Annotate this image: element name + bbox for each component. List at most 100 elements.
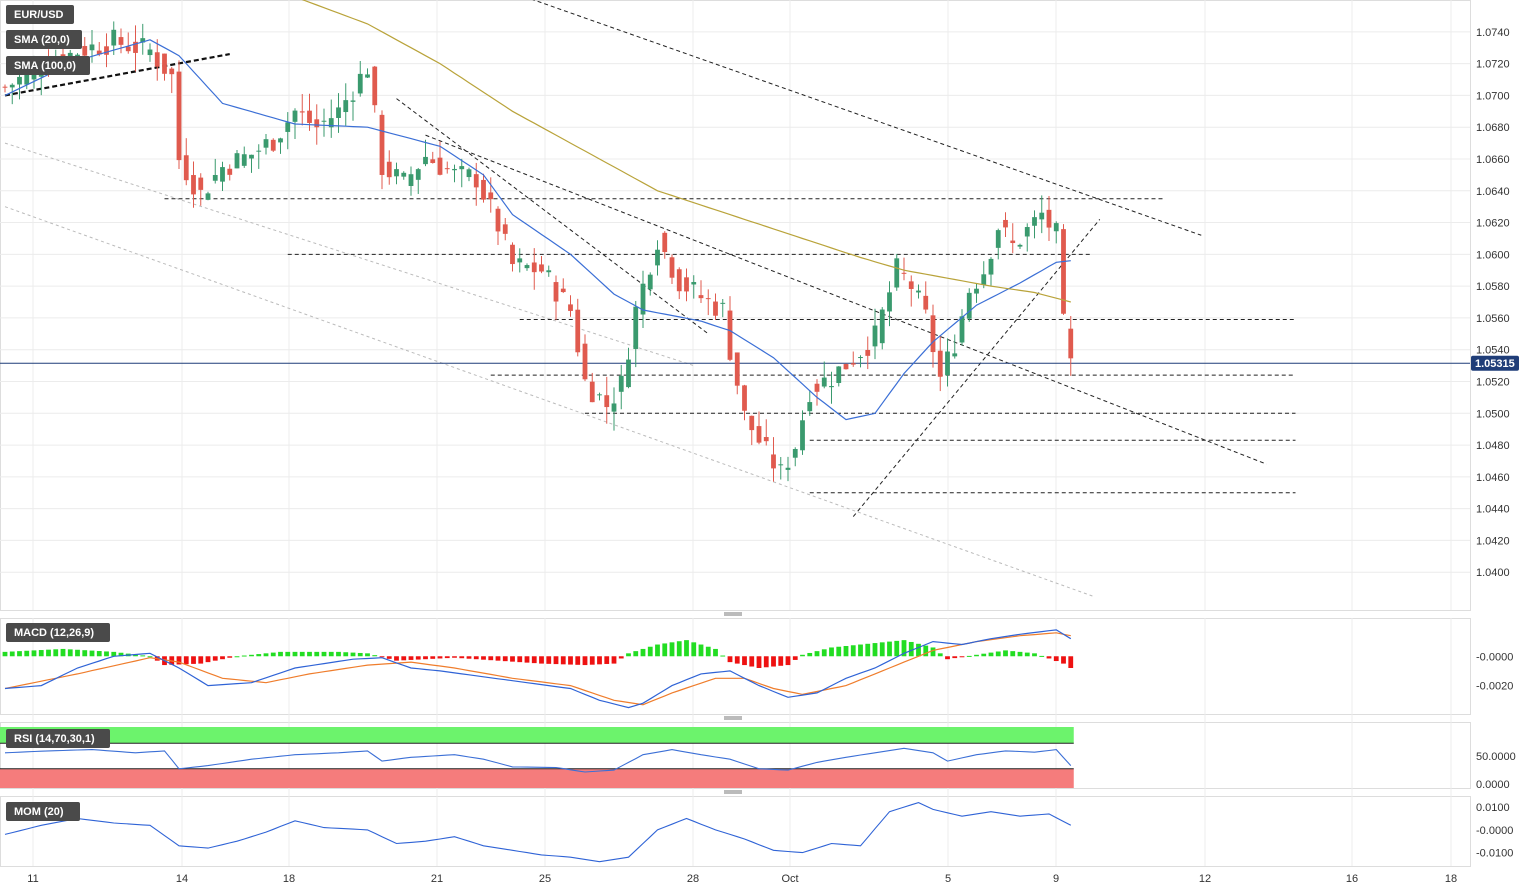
- macd-histogram-bar: [633, 651, 639, 657]
- resize-handle-rsi[interactable]: [724, 716, 742, 720]
- candle-body: [655, 249, 660, 266]
- macd-histogram-bar: [263, 653, 269, 657]
- candle-body: [633, 306, 639, 349]
- resize-handle-mom[interactable]: [724, 790, 742, 794]
- legend-macd[interactable]: MACD (12,26,9): [6, 623, 110, 642]
- candle-body: [821, 377, 827, 387]
- candle-body: [488, 192, 494, 200]
- candle-body: [2, 86, 8, 88]
- legend-sma20[interactable]: SMA (20,0): [6, 30, 82, 49]
- rsi-label: RSI (14,70,30,1): [14, 733, 95, 745]
- macd-histogram-bar: [46, 649, 51, 657]
- macd-histogram-bar: [959, 656, 965, 658]
- candle-body: [894, 258, 900, 288]
- candle-body: [945, 351, 950, 376]
- macd-histogram-bar: [1068, 656, 1074, 668]
- legend-symbol[interactable]: EUR/USD: [6, 5, 74, 24]
- candle-body: [1032, 217, 1037, 226]
- macd-histogram-bar: [212, 656, 218, 661]
- rsi-tick-label: 0.0000: [1476, 779, 1510, 791]
- resize-handle-macd[interactable]: [724, 612, 742, 616]
- macd-histogram-bar: [945, 656, 950, 660]
- candle-body: [713, 301, 718, 316]
- candle-body: [691, 282, 697, 285]
- candle-body: [887, 292, 892, 312]
- macd-histogram-bar: [1039, 655, 1045, 657]
- candle-body: [241, 154, 247, 166]
- candle-body: [111, 29, 117, 46]
- price-tick-label: 1.0720: [1476, 59, 1510, 71]
- macd-histogram-bar: [17, 651, 22, 657]
- macd-histogram-bar: [930, 647, 936, 657]
- price-tick-label: 1.0420: [1476, 535, 1510, 547]
- macd-histogram-bar: [923, 645, 929, 657]
- candle-body: [1053, 223, 1059, 232]
- macd-histogram-bar: [256, 654, 262, 657]
- macd-histogram-bar: [350, 652, 356, 657]
- macd-histogram-bar: [183, 656, 189, 665]
- macd-histogram-bar: [198, 656, 204, 664]
- candle-body: [502, 224, 508, 234]
- macd-histogram-bar: [597, 656, 602, 665]
- candle-body: [575, 309, 581, 353]
- macd-histogram-bar: [1032, 653, 1037, 657]
- candle-body: [517, 258, 523, 263]
- candle-body: [524, 265, 530, 269]
- macd-histogram-bar: [705, 646, 711, 657]
- candle-body: [38, 75, 44, 77]
- macd-histogram-bar: [140, 655, 146, 657]
- macd-histogram-bar: [1053, 656, 1059, 662]
- macd-histogram-bar: [459, 656, 465, 659]
- macd-histogram-bar: [24, 650, 30, 657]
- macd-histogram-bar: [415, 656, 421, 660]
- macd-histogram-bar: [604, 656, 610, 664]
- macd-histogram-bar: [386, 656, 392, 659]
- macd-histogram-bar: [988, 652, 994, 657]
- legend-rsi[interactable]: RSI (14,70,30,1): [6, 729, 110, 748]
- macd-histogram-bar: [336, 651, 341, 657]
- macd-histogram-bar: [1046, 656, 1052, 659]
- macd-histogram-bar: [640, 648, 646, 657]
- candle-body: [96, 50, 102, 55]
- time-tick-label: 12: [1199, 873, 1211, 885]
- macd-histogram-bar: [111, 651, 117, 657]
- macd-histogram-bar: [249, 654, 254, 657]
- macd-histogram-bar: [299, 651, 305, 657]
- sma100-label: SMA (100,0): [14, 60, 76, 72]
- candle-body: [307, 110, 312, 123]
- legend-mom[interactable]: MOM (20): [6, 802, 80, 821]
- candle-body: [974, 288, 979, 294]
- macd-histogram-bar: [720, 655, 726, 657]
- candle-body: [879, 309, 885, 344]
- candle-body: [785, 467, 791, 470]
- macd-histogram-bar: [749, 656, 755, 667]
- macd-histogram-bar: [800, 654, 805, 657]
- macd-histogram-bar: [1061, 656, 1066, 664]
- legend-sma100[interactable]: SMA (100,0): [6, 56, 90, 75]
- candle-body: [75, 54, 80, 56]
- time-tick-label: Oct: [781, 873, 798, 885]
- macd-histogram-bar: [575, 656, 581, 665]
- candle-body: [1061, 229, 1066, 314]
- candle-body: [220, 167, 225, 182]
- candle-body: [669, 257, 675, 278]
- macd-histogram-bar: [423, 656, 428, 660]
- candle-body: [1039, 212, 1045, 220]
- macd-histogram-bar: [742, 656, 747, 666]
- candle-body: [546, 270, 552, 273]
- macd-histogram-bar: [82, 650, 88, 657]
- candle-body: [444, 168, 450, 170]
- candle-body: [314, 119, 320, 128]
- macd-histogram-bar: [829, 647, 834, 657]
- symbol-label: EUR/USD: [14, 9, 64, 21]
- grid: [0, 0, 1470, 866]
- macd-histogram-bar: [560, 656, 566, 665]
- macd-histogram-bar: [778, 656, 784, 666]
- candle-body: [800, 420, 805, 451]
- macd-histogram-bar: [53, 649, 59, 657]
- candle-body: [82, 46, 88, 56]
- macd-label: MACD (12,26,9): [14, 627, 94, 639]
- macd-histogram-bar: [887, 641, 892, 657]
- trend-line: [532, 0, 1202, 236]
